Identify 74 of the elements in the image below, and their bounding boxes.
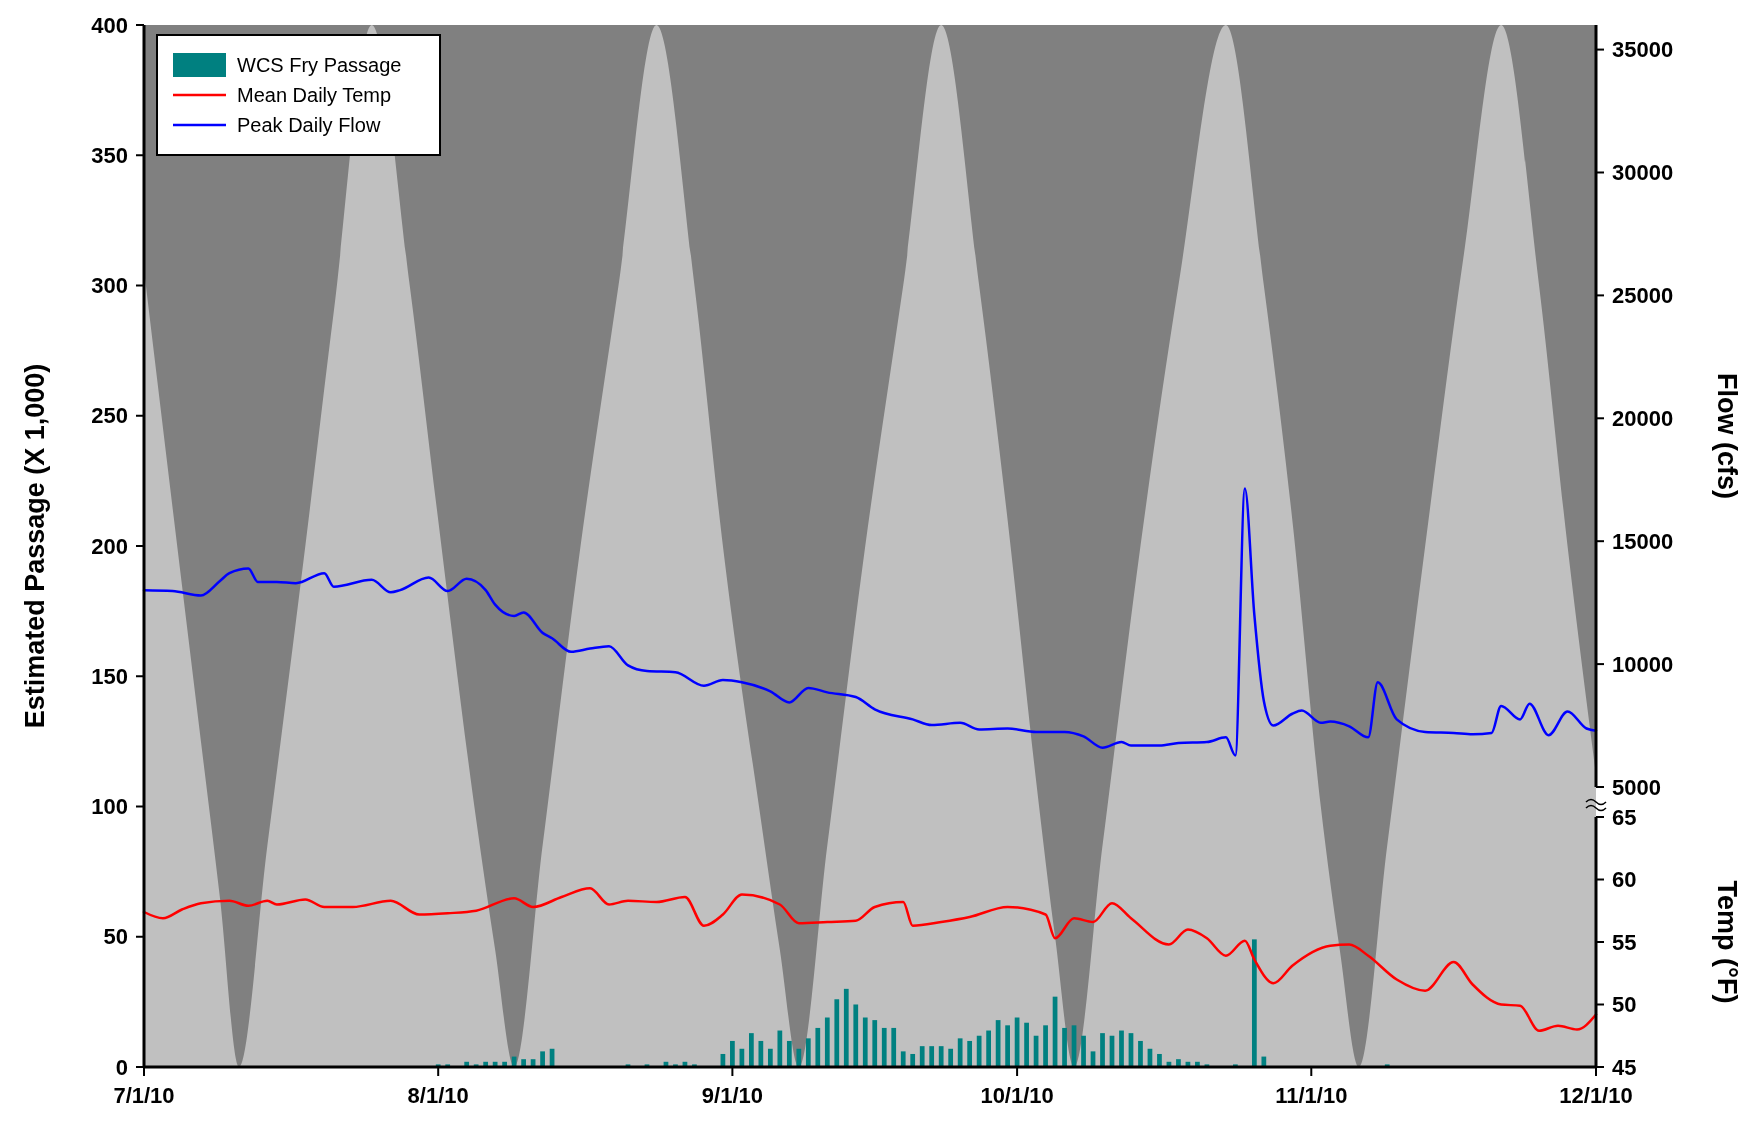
bar (767, 1048, 773, 1067)
bar (843, 988, 849, 1067)
bar (1062, 1027, 1067, 1067)
bar (1138, 1040, 1143, 1067)
bar (986, 1030, 991, 1067)
y-tick-label: 0 (115, 1054, 128, 1080)
bar (910, 1053, 916, 1067)
y3-axis-title: Temp (°F) (1712, 880, 1742, 1004)
bar (891, 1027, 897, 1067)
y-tick-label: 150 (91, 663, 128, 689)
y-tick-label: 250 (91, 403, 128, 429)
y3-tick-label: 60 (1612, 867, 1637, 893)
y-tick-label: 50 (103, 924, 128, 950)
bar (1157, 1053, 1162, 1067)
bar (521, 1059, 526, 1068)
bar (976, 1035, 982, 1067)
bar (758, 1040, 764, 1067)
y2-tick-label: 10000 (1612, 651, 1674, 677)
x-tick-label: 10/1/10 (980, 1083, 1054, 1108)
bar (881, 1027, 887, 1067)
y2-tick-label: 15000 (1612, 528, 1674, 554)
x-tick-label: 12/1/10 (1559, 1083, 1633, 1108)
x-tick-label: 11/1/10 (1275, 1083, 1348, 1108)
bar (929, 1046, 935, 1067)
bar (957, 1038, 963, 1067)
y-tick-label: 200 (91, 533, 128, 559)
y2-axis-title: Flow (cfs) (1712, 373, 1742, 499)
legend-label: Peak Daily Flow (237, 114, 381, 136)
bar (730, 1040, 735, 1067)
bar (967, 1040, 973, 1067)
y-tick-label: 400 (91, 12, 128, 38)
y2-tick-label: 20000 (1612, 405, 1674, 431)
bar (815, 1027, 821, 1067)
bar (805, 1038, 811, 1067)
bar (796, 1048, 802, 1067)
bar (1081, 1035, 1086, 1067)
bar (938, 1046, 944, 1067)
bar (853, 1004, 859, 1067)
bar (919, 1046, 925, 1067)
bar (777, 1030, 783, 1067)
y3-tick-label: 65 (1612, 804, 1637, 830)
legend-label: WCS Fry Passage (237, 54, 402, 76)
bar (1261, 1056, 1267, 1067)
bar (872, 1020, 878, 1067)
x-tick-label: 8/1/10 (407, 1083, 469, 1108)
bar (749, 1033, 754, 1068)
x-tick-label: 7/1/10 (113, 1083, 175, 1108)
bar (1119, 1030, 1124, 1067)
y3-tick-label: 50 (1612, 992, 1637, 1018)
bar (862, 1017, 868, 1067)
bar (1251, 939, 1257, 1067)
y-tick-label: 300 (91, 273, 128, 299)
y3-tick-label: 45 (1612, 1054, 1637, 1080)
bar (1043, 1025, 1048, 1067)
y3-tick-label: 55 (1612, 929, 1637, 955)
y2-tick-label: 5000 (1612, 774, 1661, 800)
x-tick-label: 9/1/10 (701, 1083, 763, 1108)
bar (948, 1048, 954, 1067)
bar (1100, 1033, 1105, 1068)
bar (824, 1017, 830, 1067)
legend-label: Mean Daily Temp (237, 84, 392, 106)
y2-tick-label: 25000 (1612, 283, 1674, 309)
y2-tick-label: 30000 (1612, 160, 1674, 186)
bar (786, 1040, 792, 1067)
bar (1176, 1059, 1181, 1068)
bar (1005, 1025, 1010, 1067)
bar (540, 1051, 545, 1067)
bar (1024, 1022, 1029, 1068)
y2-tick-label: 35000 (1612, 37, 1674, 63)
y-tick-label: 100 (91, 794, 128, 820)
y-axis-title: Estimated Passage (X 1,000) (20, 363, 50, 729)
y-tick-label: 350 (91, 142, 128, 168)
bar (834, 999, 840, 1067)
bar (900, 1051, 906, 1067)
